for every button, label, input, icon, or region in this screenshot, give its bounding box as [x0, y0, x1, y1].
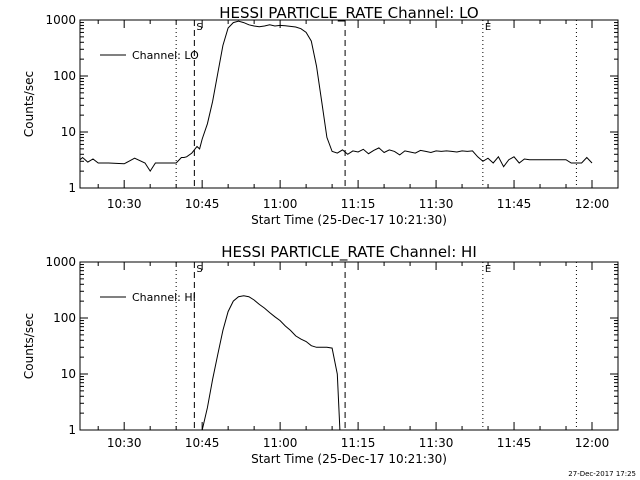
- x-tick-label: 10:45: [185, 436, 220, 450]
- x-tick-label: 11:30: [419, 197, 454, 211]
- x-tick-label: 11:30: [419, 436, 454, 450]
- marker-label: E: [485, 22, 491, 33]
- x-axis-label: Start Time (25-Dec-17 10:21:30): [251, 452, 447, 466]
- marker-label: E: [485, 264, 491, 275]
- chart-title: HESSI PARTICLE_RATE Channel: HI: [221, 243, 477, 262]
- x-tick-label: 12:00: [575, 436, 610, 450]
- x-tick-label: 11:00: [263, 197, 298, 211]
- x-tick-label: 11:15: [341, 197, 376, 211]
- marker-label: S: [196, 264, 202, 275]
- x-tick-label: 11:45: [497, 436, 532, 450]
- y-tick-label: 1000: [45, 255, 76, 269]
- y-axis-label: Counts/sec: [22, 71, 36, 137]
- marker-label: S: [196, 22, 202, 33]
- y-axis-label: Counts/sec: [22, 313, 36, 379]
- x-tick-label: 10:45: [185, 197, 220, 211]
- x-tick-label: 11:45: [497, 197, 532, 211]
- series-line: [79, 20, 593, 173]
- series-line: [201, 295, 341, 431]
- y-tick-label: 1: [68, 423, 76, 437]
- plot-frame: [79, 19, 619, 189]
- x-tick-label: 11:00: [263, 436, 298, 450]
- y-tick-label: 1: [68, 181, 76, 195]
- x-axis-label: Start Time (25-Dec-17 10:21:30): [251, 213, 447, 227]
- y-tick-label: 100: [53, 69, 76, 83]
- timestamp: 27-Dec-2017 17:25: [568, 470, 636, 478]
- legend-label: Channel: LO: [132, 49, 199, 62]
- y-tick-label: 100: [53, 311, 76, 325]
- y-tick-label: 10: [61, 125, 76, 139]
- plot-frame: [79, 261, 619, 431]
- panel-hi: HESSI PARTICLE_RATE Channel: HI Counts/se…: [22, 243, 619, 466]
- y-tick-label: 10: [61, 367, 76, 381]
- x-tick-label: 11:15: [341, 436, 376, 450]
- panel-lo: HESSI PARTICLE_RATE Channel: LO Counts/se…: [22, 4, 619, 227]
- x-tick-label: 12:00: [575, 197, 610, 211]
- x-tick-label: 10:30: [107, 197, 142, 211]
- y-tick-label: 1000: [45, 13, 76, 27]
- chart-title: HESSI PARTICLE_RATE Channel: LO: [219, 4, 478, 23]
- x-tick-label: 10:30: [107, 436, 142, 450]
- legend-label: Channel: HI: [132, 291, 196, 304]
